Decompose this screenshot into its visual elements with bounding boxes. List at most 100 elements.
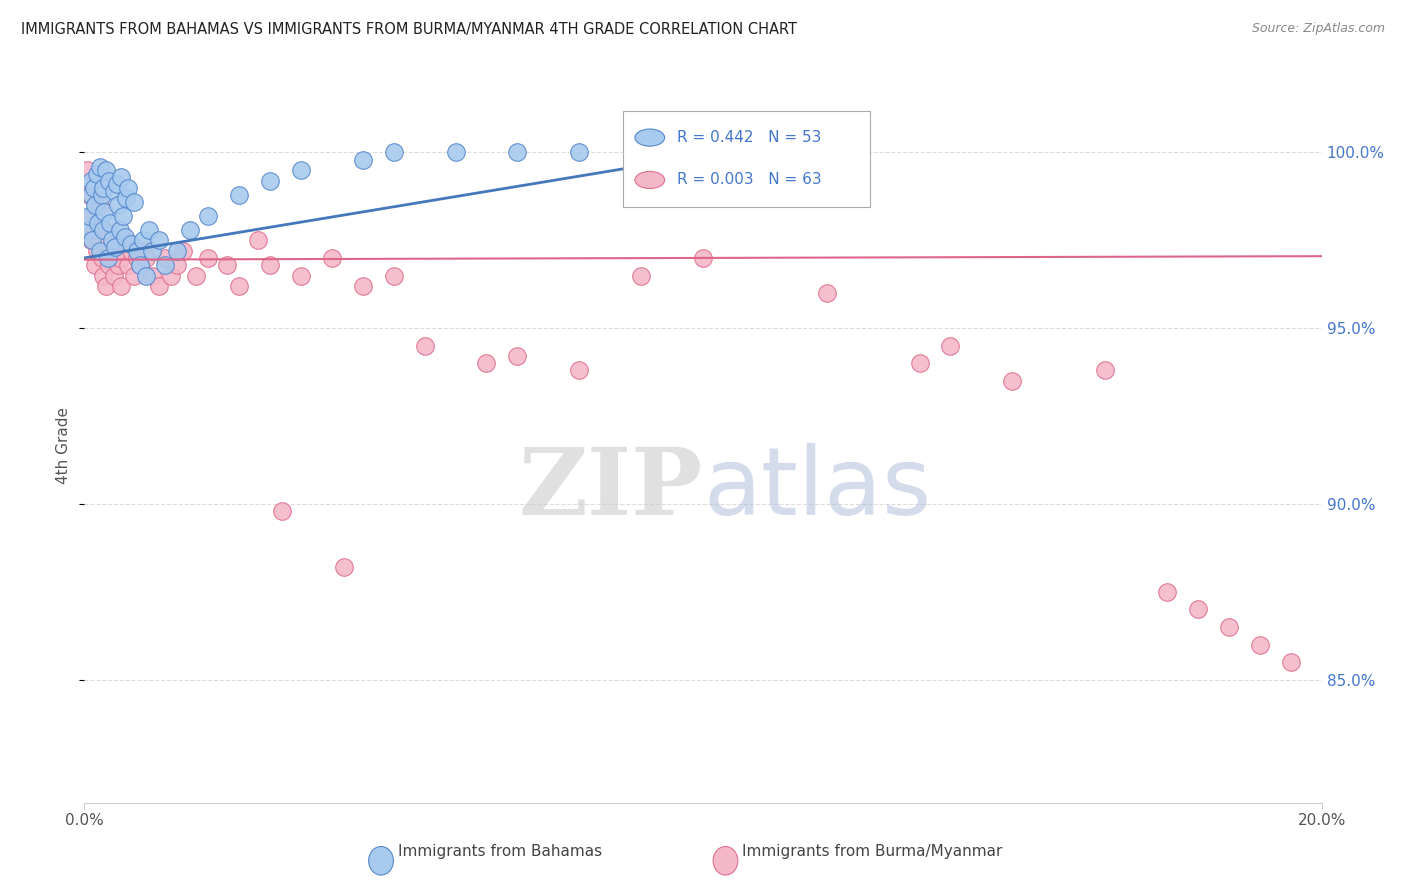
Point	[129, 258, 152, 272]
Point	[138, 223, 160, 237]
Point	[98, 244, 121, 258]
Point	[197, 209, 219, 223]
Circle shape	[636, 129, 665, 146]
Point	[120, 236, 142, 251]
Point	[506, 145, 529, 160]
Point	[259, 258, 281, 272]
Point	[153, 251, 176, 265]
Point	[79, 209, 101, 223]
Point	[115, 191, 138, 205]
Point	[148, 279, 170, 293]
Circle shape	[636, 171, 665, 188]
Text: Immigrants from Bahamas: Immigrants from Bahamas	[398, 845, 602, 859]
Point	[129, 258, 152, 272]
Point	[444, 145, 467, 160]
Point	[87, 216, 110, 230]
Point	[122, 268, 145, 283]
Point	[132, 233, 155, 247]
Point	[79, 233, 101, 247]
Point	[91, 223, 114, 237]
Point	[246, 233, 269, 247]
Point	[125, 251, 148, 265]
Point	[110, 279, 132, 293]
Point	[290, 268, 312, 283]
Point	[79, 173, 101, 187]
Point	[79, 187, 101, 202]
Point	[1001, 374, 1024, 388]
Point	[94, 163, 117, 178]
Point	[98, 173, 121, 187]
Text: ZIP: ZIP	[519, 444, 703, 533]
Point	[83, 180, 105, 194]
Point	[89, 198, 111, 212]
Point	[79, 187, 101, 202]
Point	[117, 180, 139, 194]
Point	[103, 184, 125, 198]
Point	[160, 268, 183, 283]
Point	[333, 560, 356, 574]
Point	[110, 251, 132, 265]
Point	[101, 251, 124, 265]
Point	[91, 268, 114, 283]
Point	[413, 339, 436, 353]
Point	[148, 233, 170, 247]
Circle shape	[713, 847, 738, 875]
Point	[184, 268, 207, 283]
Point	[166, 258, 188, 272]
Point	[352, 279, 374, 293]
Point	[76, 163, 98, 178]
Point	[97, 251, 120, 265]
Point	[111, 209, 134, 223]
Point	[141, 244, 163, 258]
Point	[382, 268, 405, 283]
Point	[122, 194, 145, 209]
Point	[107, 258, 129, 272]
Point	[259, 173, 281, 187]
Point	[107, 198, 129, 212]
Point	[135, 268, 157, 283]
Point	[114, 233, 136, 247]
Point	[692, 251, 714, 265]
Point	[568, 145, 591, 160]
Point	[630, 268, 652, 283]
Point	[172, 244, 194, 258]
Point	[197, 251, 219, 265]
Point	[132, 244, 155, 258]
Point	[89, 160, 111, 174]
Point	[83, 223, 105, 237]
Point	[153, 258, 176, 272]
Point	[661, 145, 683, 160]
Text: IMMIGRANTS FROM BAHAMAS VS IMMIGRANTS FROM BURMA/MYANMAR 4TH GRADE CORRELATION C: IMMIGRANTS FROM BAHAMAS VS IMMIGRANTS FR…	[21, 22, 797, 37]
Point	[141, 268, 163, 283]
Point	[382, 145, 405, 160]
Point	[179, 223, 201, 237]
Point	[120, 244, 142, 258]
Point	[93, 223, 115, 237]
Text: R = 0.003   N = 63: R = 0.003 N = 63	[678, 172, 821, 187]
Point	[117, 258, 139, 272]
Text: Immigrants from Burma/Myanmar: Immigrants from Burma/Myanmar	[742, 845, 1002, 859]
Point	[1279, 655, 1302, 669]
Point	[80, 233, 103, 247]
Text: atlas: atlas	[703, 442, 931, 535]
Point	[754, 145, 776, 160]
Point	[90, 187, 112, 202]
Point	[93, 205, 115, 219]
Point	[1094, 363, 1116, 377]
Point	[114, 230, 136, 244]
Y-axis label: 4th Grade: 4th Grade	[56, 408, 72, 484]
Point	[939, 339, 962, 353]
Point	[228, 187, 250, 202]
Point	[290, 163, 312, 178]
Point	[80, 209, 103, 223]
Point	[98, 258, 121, 272]
Point	[475, 356, 498, 370]
Point	[91, 180, 114, 194]
Point	[815, 286, 838, 301]
Point	[506, 350, 529, 364]
Point	[166, 244, 188, 258]
Point	[908, 356, 931, 370]
Point	[90, 251, 112, 265]
Point	[1187, 602, 1209, 616]
Point	[89, 244, 111, 258]
